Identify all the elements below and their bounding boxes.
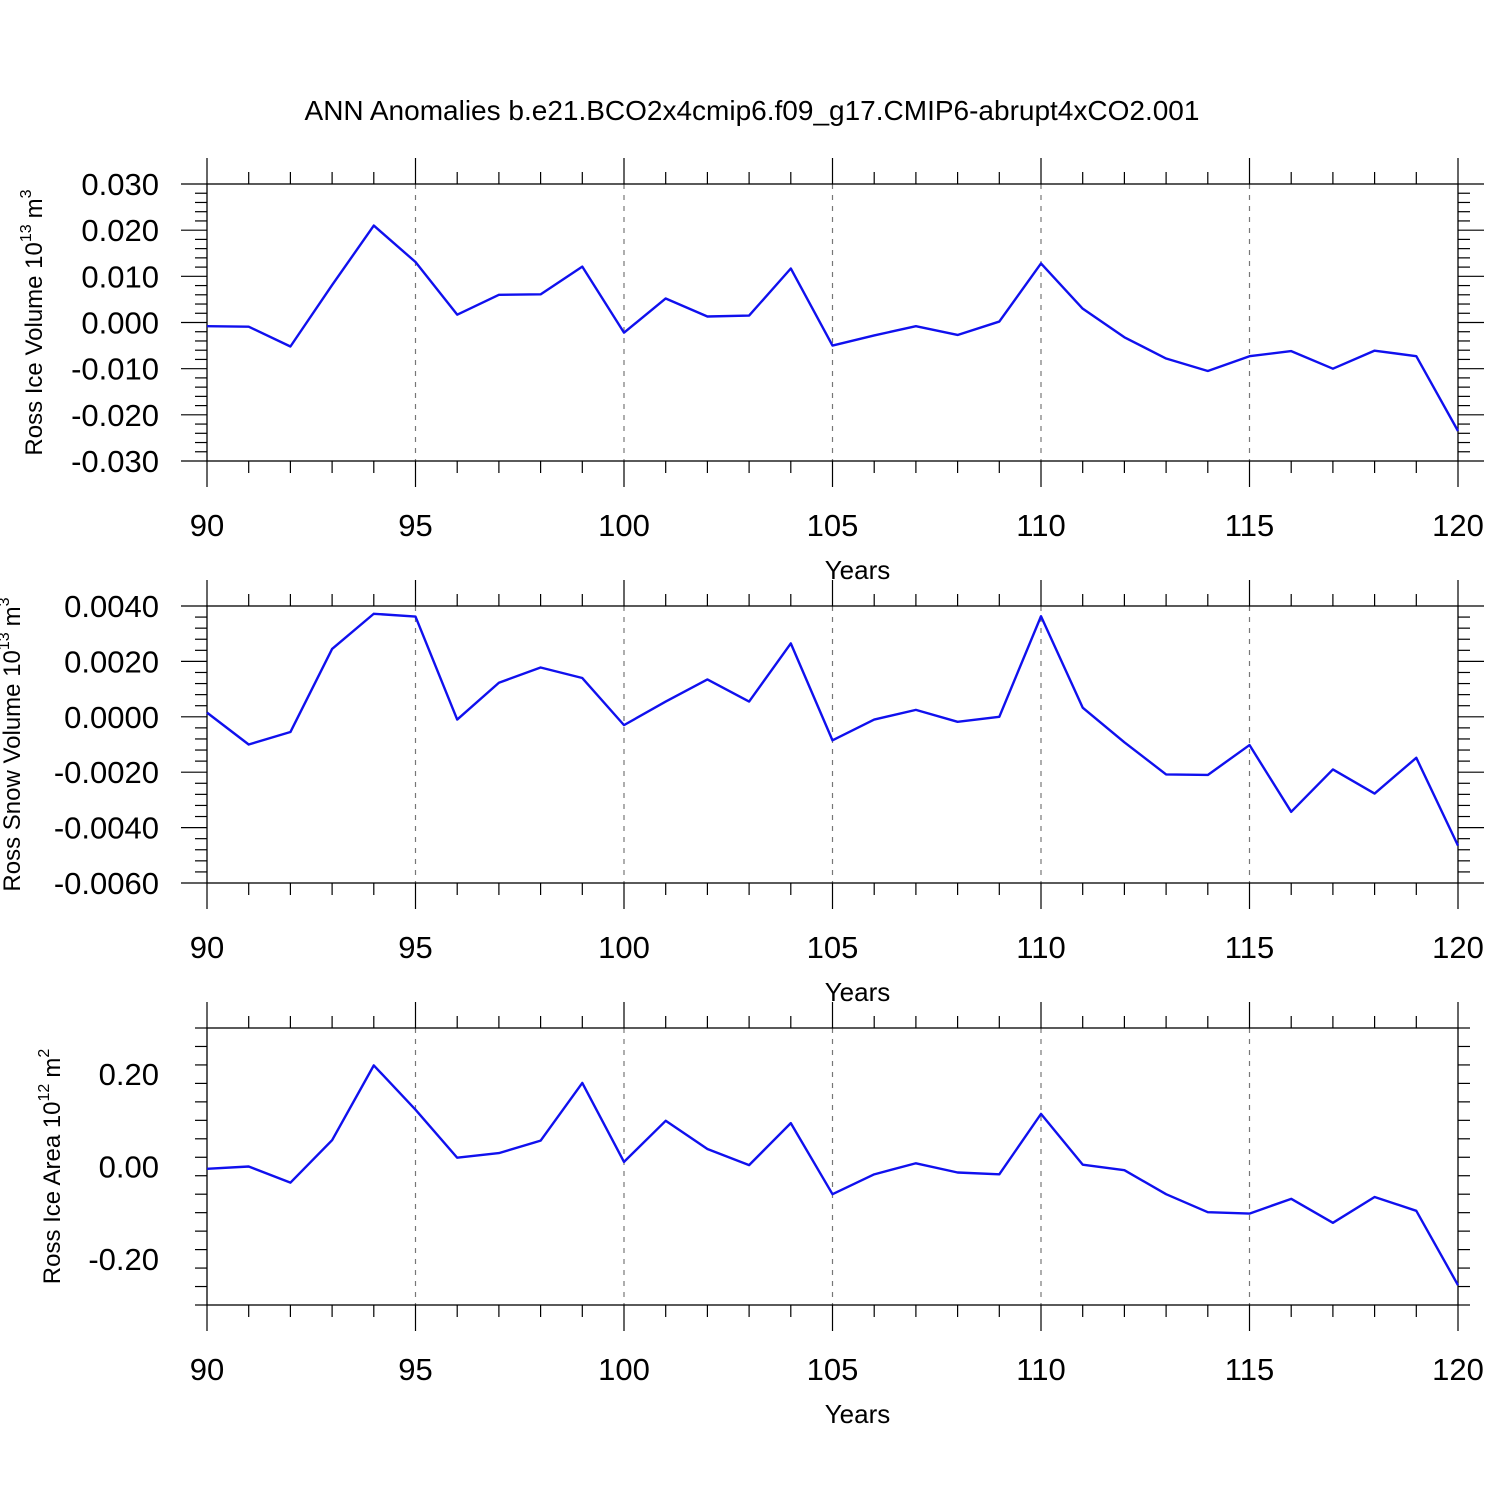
y-axis-label-text: Ross Ice Area 10 — [39, 1101, 66, 1284]
panels: 90 95 100 105 110 115 120 Years -0.030 -0.020 -0.0… — [0, 158, 1484, 1429]
series-line-3 — [206, 1064, 1460, 1286]
y-tick-label: 0.00 — [99, 1150, 159, 1185]
x-tick-label: 105 — [807, 508, 859, 543]
y-axis-label: Ross Snow Volume 1013 m3 — [0, 597, 26, 891]
x-tick-label: 90 — [190, 930, 224, 965]
y-axis-label-power: 12 — [36, 1084, 53, 1102]
y-tick-label: 0.0000 — [64, 700, 159, 735]
y-axis-label-text: Ross Ice Volume 10 — [21, 242, 48, 455]
x-tick-label: 110 — [1016, 508, 1065, 543]
x-tick-label: 105 — [807, 930, 859, 965]
y-axis-label-unit-power: 2 — [36, 1049, 53, 1058]
y-axis-label-unit: m — [39, 1058, 66, 1078]
x-tick-label: 100 — [598, 930, 650, 965]
y-axis-label-unit-power: 3 — [18, 189, 35, 198]
x-tick-label: 115 — [1225, 508, 1274, 543]
x-axis-label: Years — [825, 555, 891, 585]
x-tick-label: 105 — [807, 1352, 859, 1387]
y-tick-label: 0.0020 — [64, 644, 159, 679]
x-tick-label: 100 — [598, 1352, 650, 1387]
series-line-1 — [206, 224, 1460, 432]
y-tick-label: -0.0020 — [54, 755, 159, 790]
x-tick-label: 115 — [1225, 1352, 1274, 1387]
y-tick-label: -0.0040 — [54, 811, 159, 846]
x-tick-label: 90 — [190, 508, 224, 543]
panel-2: 90 95 100 105 110 115 120 Years -0.0060 -0.0040 -0… — [0, 580, 1484, 1007]
y-tick-label: 0.20 — [99, 1057, 159, 1092]
x-tick-label: 120 — [1432, 930, 1484, 965]
x-tick-label: 115 — [1225, 930, 1274, 965]
x-tick-label: 95 — [398, 508, 432, 543]
x-tick-label: 110 — [1016, 930, 1065, 965]
y-tick-label: -0.0060 — [54, 866, 159, 901]
y-tick-label: -0.010 — [71, 352, 159, 387]
panel-3: 90 95 100 105 110 115 120 Years -0.20 0.00 0.20 Ros… — [36, 1002, 1484, 1429]
y-axis-label-unit-power: 3 — [0, 597, 13, 606]
y-tick-label: 0.000 — [81, 306, 159, 341]
y-tick-label: 0.020 — [81, 213, 159, 248]
x-axis-label: Years — [825, 1399, 891, 1429]
x-tick-label: 90 — [190, 1352, 224, 1387]
x-tick-label: 100 — [598, 508, 650, 543]
y-tick-label: 0.010 — [81, 259, 159, 294]
figure-title: ANN Anomalies b.e21.BCO2x4cmip6.f09_g17.… — [305, 95, 1200, 126]
x-tick-label: 120 — [1432, 1352, 1484, 1387]
y-axis-label-power: 13 — [18, 224, 35, 242]
x-tick-label: 95 — [398, 930, 432, 965]
y-tick-label: 0.0040 — [64, 589, 159, 624]
x-axis-label: Years — [825, 977, 891, 1007]
y-axis-label-unit: m — [21, 198, 48, 218]
x-tick-label: 95 — [398, 1352, 432, 1387]
panel-1: 90 95 100 105 110 115 120 Years -0.030 -0.020 -0.0… — [18, 158, 1484, 585]
y-axis-label-unit: m — [0, 606, 26, 626]
x-tick-label: 110 — [1016, 1352, 1065, 1387]
x-tick-label: 120 — [1432, 508, 1484, 543]
y-tick-label: -0.030 — [71, 444, 159, 479]
y-axis-label: Ross Ice Area 1012 m2 — [36, 1049, 66, 1285]
y-tick-label: -0.020 — [71, 398, 159, 433]
y-axis-label-text: Ross Snow Volume 10 — [0, 650, 26, 891]
series-line-2 — [206, 612, 1460, 847]
y-axis-label: Ross Ice Volume 1013 m3 — [18, 189, 48, 455]
y-axis-label-power: 13 — [0, 632, 13, 650]
y-tick-label: 0.030 — [81, 167, 159, 202]
y-tick-label: -0.20 — [88, 1242, 159, 1277]
